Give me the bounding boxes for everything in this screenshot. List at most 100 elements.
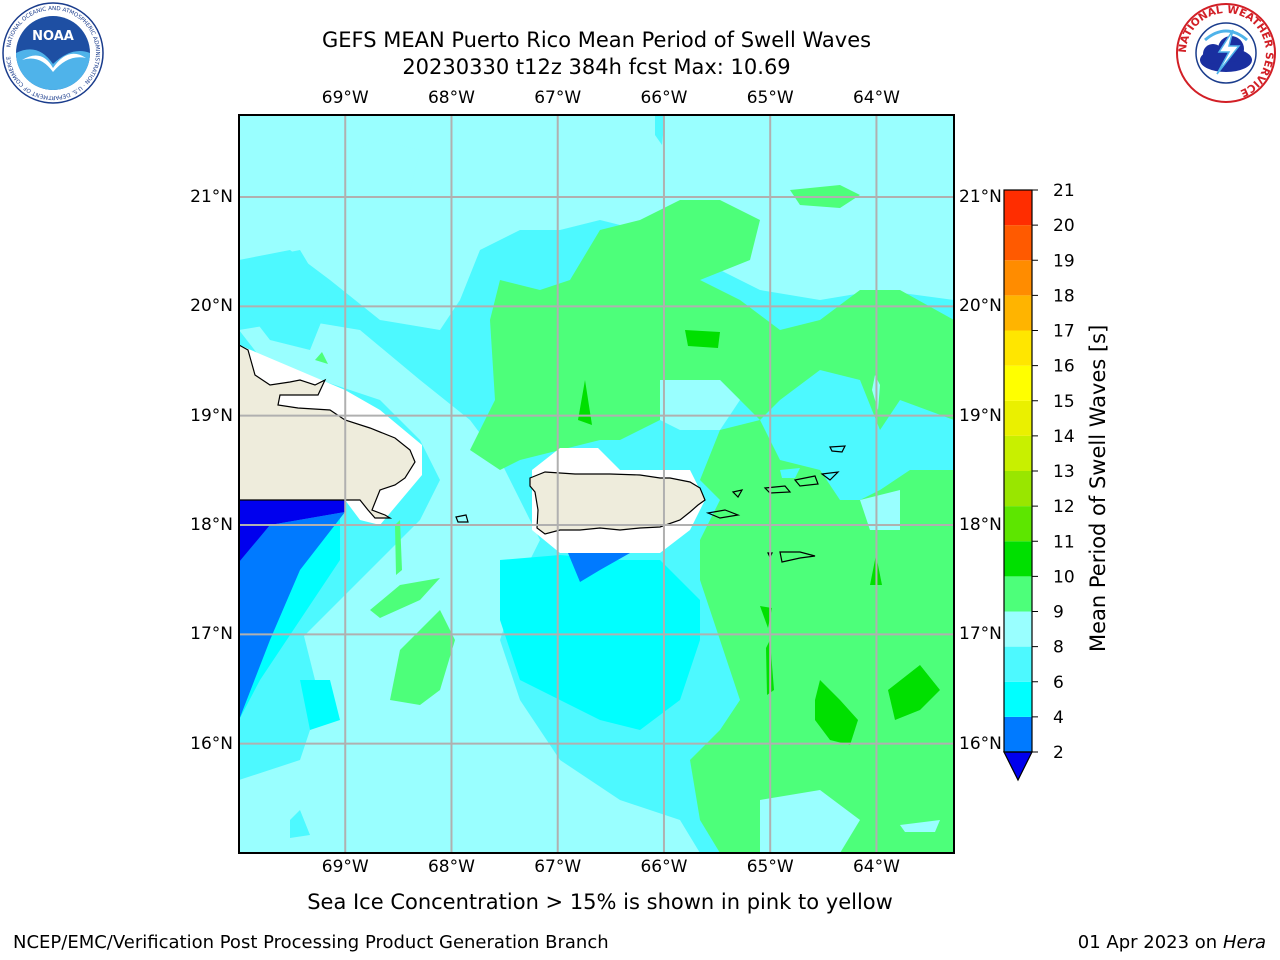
colorbar-tick-label: 9 (1053, 603, 1064, 623)
footer-credit: NCEP/EMC/Verification Post Processing Pr… (13, 932, 609, 953)
vieques-island (705, 509, 741, 519)
contour-6-8 (239, 115, 954, 853)
colorbar-under-extension (1003, 751, 1033, 782)
contour-8-9 (660, 380, 740, 430)
contour-8-9 (872, 375, 880, 410)
contour-8-9 (330, 140, 420, 200)
colorbar-tick-label: 12 (1053, 497, 1075, 517)
gridlines (239, 115, 954, 853)
colorbar-segment (1004, 190, 1032, 226)
lat-tick-left: 16°N (190, 733, 233, 754)
lat-tick-right: 17°N (959, 624, 1002, 645)
anegada-island (820, 471, 840, 481)
lon-tick-bottom: 68°W (427, 857, 475, 877)
lon-tick-top: 69°W (321, 88, 369, 108)
contour-8-9 (900, 820, 940, 832)
chart-subtitle: 20230330 t12z 384h fcst Max: 10.69 (402, 55, 791, 79)
contour-6-8 (290, 810, 310, 838)
lon-tick-top: 64°W (852, 88, 900, 108)
noaa-logo-text: NOAA (32, 29, 74, 44)
colorbar-label: Mean Period of Swell Waves [s] (1086, 324, 1110, 652)
sea-ice-caption: Sea Ice Concentration > 15% is shown in … (307, 890, 893, 914)
virgin-island (763, 485, 792, 494)
colorbar-segment (1004, 576, 1032, 612)
virgin-island (793, 475, 819, 487)
colorbar-segment (1004, 611, 1032, 647)
small-island (767, 552, 773, 559)
lat-tick-right: 21°N (959, 187, 1002, 207)
footer-date-text: 01 Apr 2023 on (1077, 932, 1223, 953)
footer-date: 01 Apr 2023 on Hera (1078, 932, 1266, 954)
lon-tick-bottom: 69°W (321, 857, 369, 877)
colorbar-tick-label: 4 (1053, 708, 1064, 728)
nws-logo: NATIONAL WEATHER SERVICE (1175, 2, 1277, 104)
contour-10-11 (815, 680, 858, 745)
contour-2-4 (239, 512, 345, 720)
st-croix-island (779, 551, 816, 563)
lon-tick-bottom: 65°W (746, 857, 794, 877)
contour-6-8 (239, 620, 320, 780)
colorbar-tick-label: 10 (1053, 567, 1075, 587)
contour-9-10 (470, 200, 954, 853)
contour-9-10 (390, 610, 455, 705)
contour-4-6 (500, 555, 700, 730)
colorbar-segment (1004, 716, 1032, 752)
colorbar-tick-label: 11 (1053, 532, 1075, 552)
lon-tick-top: 66°W (640, 88, 688, 108)
lat-tick-left: 17°N (190, 624, 233, 645)
colorbar-segment (1004, 471, 1032, 507)
colorbar-frame (1003, 189, 1033, 753)
colorbar-segment (1004, 435, 1032, 471)
contour-6-8 (239, 250, 330, 350)
colorbar-tick-label: 16 (1053, 357, 1075, 377)
contour-4-6 (239, 515, 340, 720)
colorbar-segment (1004, 295, 1032, 331)
land-mask (532, 448, 705, 553)
culebra-island (731, 489, 744, 498)
mona-island (455, 514, 469, 523)
contour-9-10 (790, 185, 860, 208)
colorbar-tick-label: 18 (1053, 286, 1075, 306)
contour-10-11 (685, 330, 720, 348)
colorbar-tick-label: 14 (1053, 427, 1075, 447)
lon-tick-top: 67°W (534, 88, 582, 108)
colorbar-segment (1004, 506, 1032, 542)
contour-0-2 (239, 500, 345, 562)
contour-10-11 (766, 640, 774, 695)
lon-tick-bottom: 66°W (640, 857, 688, 877)
contour-9-10 (720, 600, 760, 640)
map-frame (238, 114, 955, 854)
colorbar-tick-label: 17 (1053, 322, 1075, 342)
lat-tick-right: 18°N (959, 515, 1002, 535)
lon-tick-bottom: 67°W (534, 857, 582, 877)
colorbar-segment (1004, 260, 1032, 296)
colorbar-tick-label: 19 (1053, 251, 1075, 271)
colorbar-segment (1004, 681, 1032, 717)
footer-host: Hera (1222, 932, 1266, 953)
contour-8-9 (860, 490, 900, 530)
contour-4-6 (300, 680, 340, 730)
colorbar-segment (1004, 541, 1032, 577)
colorbar-tick-label: 20 (1053, 216, 1075, 236)
contour-9-10 (315, 352, 328, 364)
hispaniola-land (239, 344, 416, 519)
lat-tick-left: 21°N (190, 187, 233, 207)
lat-tick-left: 20°N (190, 296, 233, 317)
contour-6-8 (655, 115, 665, 145)
contour-9-10 (370, 578, 440, 618)
lon-tick-top: 65°W (746, 88, 794, 108)
contour-2-4 (568, 553, 630, 582)
small-island (829, 445, 847, 453)
colorbar-tick-label: 6 (1053, 673, 1064, 693)
contour-9-10 (395, 520, 402, 575)
contour-8-9 (239, 115, 954, 330)
puerto-rico-land (529, 471, 706, 535)
lat-tick-left: 18°N (190, 515, 233, 535)
contour-10-11 (760, 606, 772, 628)
contour-10-11 (870, 555, 882, 585)
contour-10-11 (888, 665, 940, 720)
land-mask (239, 345, 422, 525)
colorbar-segment (1004, 330, 1032, 366)
colorbar-tick-label: 8 (1053, 638, 1064, 658)
lat-tick-right: 16°N (959, 733, 1002, 754)
